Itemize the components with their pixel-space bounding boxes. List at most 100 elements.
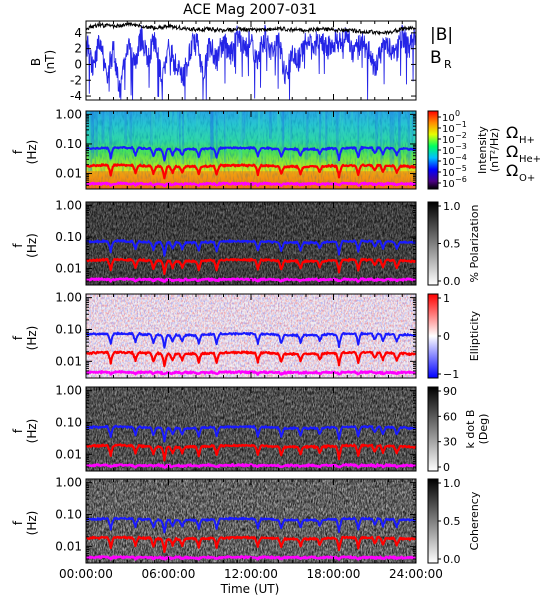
panel-2-streak xyxy=(258,111,261,142)
panel-2-streak xyxy=(92,111,95,159)
x-tick-label: 06:00:00 xyxy=(142,567,196,581)
panel4-colorbar-tick-label: −1 xyxy=(443,368,459,381)
panel5-colorbar-bar xyxy=(427,386,439,472)
panel3-ylabel-bottom: (Hz) xyxy=(25,233,39,258)
legend-omega-h: Ω xyxy=(506,123,518,142)
panel-2-streak xyxy=(180,111,182,164)
panel5-omega-h-line xyxy=(86,424,416,443)
panel2-image xyxy=(86,111,416,189)
panel6-ytick-label: 0.01 xyxy=(55,539,82,553)
panel-2-streak xyxy=(151,111,153,157)
panel-2-streak xyxy=(318,111,322,163)
panel-2-streak xyxy=(339,111,342,152)
panel-backgrounds xyxy=(86,111,416,563)
panel4-omega-o-line xyxy=(86,370,416,376)
panel2-omega-h-line xyxy=(86,145,416,162)
panel5-colorbar-label: k dot B xyxy=(464,410,477,449)
panel3-speckle xyxy=(86,202,416,285)
x-tick-label: 00:00:00 xyxy=(59,567,113,581)
legend-omega-h-sub: H+ xyxy=(519,135,535,146)
panel-2-streak xyxy=(351,111,354,138)
panel-2-streak xyxy=(409,111,412,151)
panel-2-streak xyxy=(407,111,411,170)
panel-2-streak xyxy=(159,111,162,146)
x-axis-label: Time (UT) xyxy=(220,582,280,596)
panel-2-streak xyxy=(322,111,326,160)
panel-4-blue-noise xyxy=(86,294,416,378)
panel-2-streak xyxy=(150,111,153,145)
panel-2-colorbar-tick-base: 10 xyxy=(442,146,455,157)
panel4-colorbar-tick-label: 0 xyxy=(443,330,450,343)
panel-2-streak xyxy=(258,111,260,166)
panel6-colorbar-bar xyxy=(427,478,439,564)
panel3-ytick-label: 0.10 xyxy=(55,230,82,244)
panel-1-ylabel-bottom: (nT) xyxy=(43,50,57,74)
panel-1-ytick-label: -2 xyxy=(70,73,82,87)
panel-2-streak xyxy=(380,111,383,167)
panel-2-streak xyxy=(169,111,173,136)
panel-2-streak xyxy=(196,111,199,171)
panel4-colorbar-label: Ellipticity xyxy=(468,310,481,361)
panel-2-streak xyxy=(268,111,272,139)
panel4-ylabel-top: f xyxy=(11,335,25,340)
panel-2-streak xyxy=(335,111,339,164)
panel5-colorbar-units: (Deg) xyxy=(477,414,490,445)
panel2-omega-he-line xyxy=(86,163,416,180)
panel-2-streak xyxy=(198,111,200,140)
panel6-colorbar xyxy=(427,478,441,564)
panel-2-streak xyxy=(331,111,334,171)
panel-2-streak xyxy=(90,111,93,171)
panel-2-streak xyxy=(277,111,280,148)
panel-2-streak xyxy=(88,111,91,172)
legend-b-radial-sub: R xyxy=(444,58,452,71)
panel6-omega-h-line xyxy=(86,516,416,534)
panel3-omega-h-line xyxy=(86,239,416,257)
panel-2-streak xyxy=(241,111,243,146)
panel-2-streak xyxy=(367,111,369,169)
panel-1-ylabel-top: B xyxy=(29,58,43,66)
legend-omega-he: Ω xyxy=(506,142,518,161)
panel-2-streak xyxy=(305,111,309,160)
panel-2-streak xyxy=(153,111,155,135)
panel-2-streak xyxy=(398,111,400,169)
panel5-speckle xyxy=(86,387,416,471)
panel2-colorbar-bar xyxy=(427,110,439,190)
panel-2-colorbar-tick-base: 10 xyxy=(442,124,455,135)
panel-2-streak xyxy=(375,111,378,152)
panel5-image xyxy=(86,387,416,471)
panel5-omega-o-line xyxy=(86,463,416,469)
legend-omega-o: Ω xyxy=(506,161,518,180)
panel-2-colorbar-tick-base: 10 xyxy=(442,179,455,190)
panel6-colorbar-tick-label: 0.5 xyxy=(443,515,461,528)
panel-2-colorbar-tick-base: 10 xyxy=(442,168,455,179)
panel3-colorbar-tick-label: 0.0 xyxy=(443,275,461,288)
panel-2-streak xyxy=(263,111,265,166)
panel3-colorbar-bar xyxy=(427,201,439,286)
panel-2-streak xyxy=(129,111,133,150)
panel-2-streak xyxy=(357,111,360,153)
panel3-colorbar xyxy=(427,201,441,286)
panel6-ytick-label: 0.10 xyxy=(55,507,82,521)
panel-2-streak xyxy=(391,111,395,166)
panel4-image xyxy=(86,294,416,378)
panel-1-ytick-label: 0 xyxy=(74,57,82,71)
panel-2-colorbar-tick-exp: −3 xyxy=(455,142,467,151)
panel-2-streak xyxy=(240,111,243,158)
panel4-omega-he-line xyxy=(86,350,416,368)
panel6-colorbar-label: Coherency xyxy=(468,491,481,550)
panel3-ylabel-top: f xyxy=(11,243,25,248)
panel5-ylabel-top: f xyxy=(11,428,25,433)
panel-2-streak xyxy=(305,111,307,137)
panel5-colorbar-tick-label: 0 xyxy=(443,461,450,474)
panel6-omega-he-line xyxy=(86,535,416,554)
panel-2-streak xyxy=(109,111,112,161)
panel-2-streak xyxy=(281,111,285,155)
panel5-colorbar-tick-label: 30 xyxy=(443,436,457,449)
panel4-ylabel-bottom: (Hz) xyxy=(25,326,39,351)
x-tick-label: 24:00:00 xyxy=(389,567,443,581)
panel4-ytick-label: 1.00 xyxy=(55,291,82,305)
panel2-ytick-label: 0.10 xyxy=(55,137,82,151)
panel2-ylabel-top: f xyxy=(11,149,25,154)
